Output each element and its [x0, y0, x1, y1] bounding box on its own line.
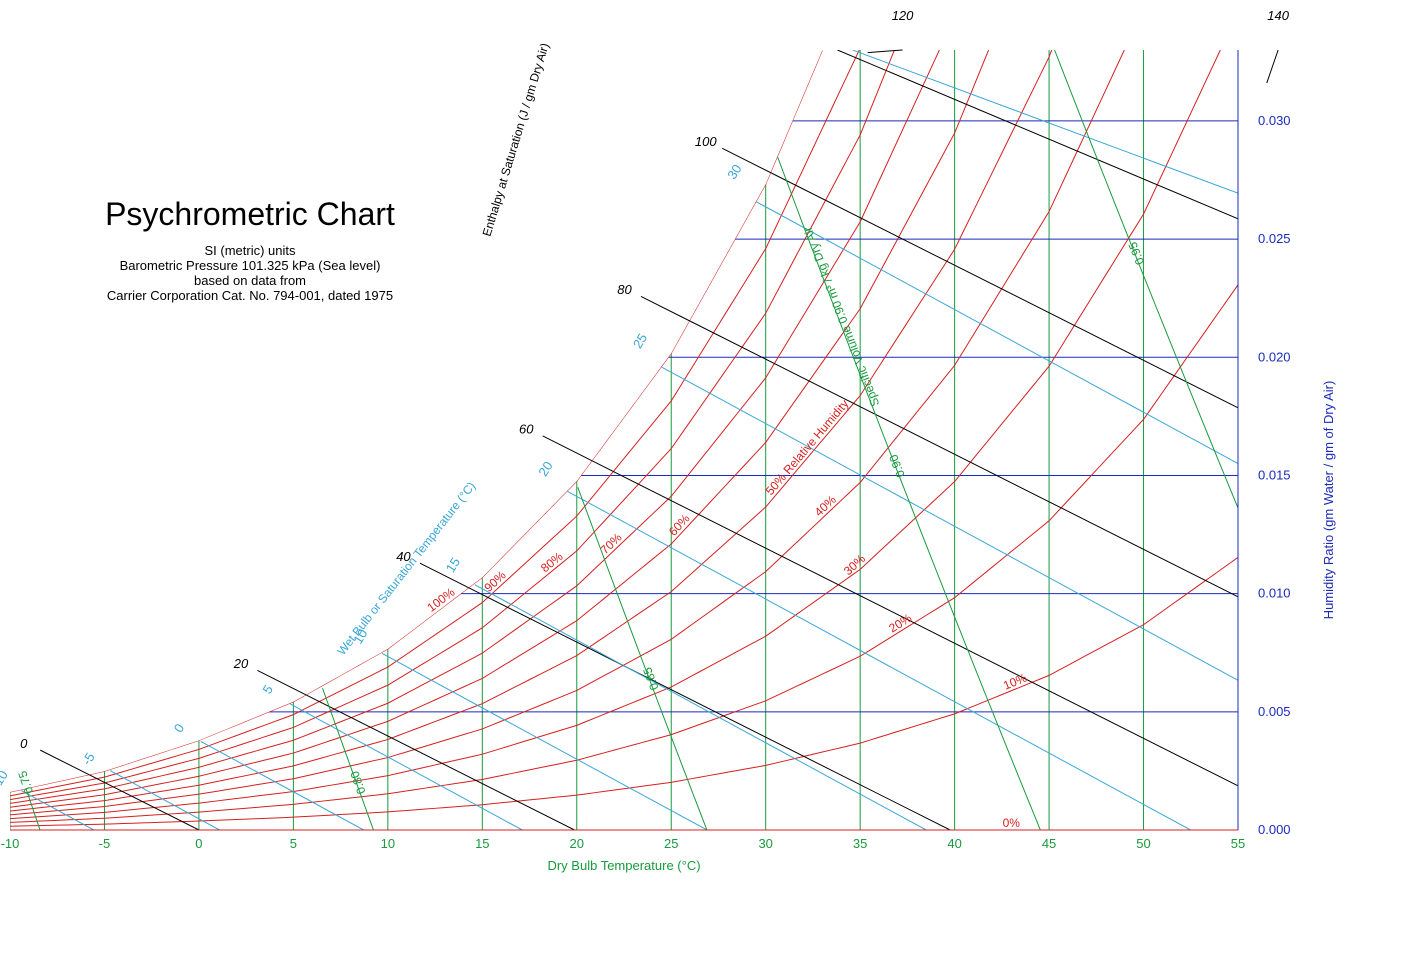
enthalpy-line-140 — [894, 30, 1238, 50]
humidity-tick: 0.005 — [1258, 704, 1291, 719]
chart-subtitle: based on data from — [194, 273, 306, 288]
drybulb-tick: 15 — [475, 836, 489, 851]
rh-line-70 — [10, 37, 945, 803]
chart-subtitle: Carrier Corporation Cat. No. 794-001, da… — [107, 288, 393, 303]
drybulb-tick: 50 — [1136, 836, 1150, 851]
drybulb-tick: 5 — [290, 836, 297, 851]
wetbulb-label-5: 5 — [260, 682, 277, 696]
enthalpy-line-80 — [690, 321, 1238, 597]
rh-line-30 — [10, 32, 1229, 818]
enthalpy-label-60: 60 — [519, 422, 534, 437]
wetbulb-label-30: 30 — [724, 162, 744, 182]
drybulb-tick: 20 — [570, 836, 584, 851]
drybulb-tick: 25 — [664, 836, 678, 851]
wetbulb-label-15: 15 — [443, 555, 463, 575]
specvol-line-0.85 — [578, 487, 707, 830]
wetbulb-line--5 — [110, 771, 219, 830]
humidity-tick: 0.020 — [1258, 349, 1291, 364]
x-axis-label: Dry Bulb Temperature (°C) — [547, 858, 700, 873]
drybulb-tick: 10 — [381, 836, 395, 851]
enthalpy-line-0 — [89, 775, 199, 830]
drybulb-tick: 0 — [195, 836, 202, 851]
rh-line-40 — [10, 29, 1134, 815]
drybulb-tick: 45 — [1042, 836, 1056, 851]
enthalpy-tick — [641, 296, 690, 321]
rh-label-30: 30% — [841, 551, 868, 578]
specvol-label-0.85: 0.85 — [640, 665, 661, 692]
enthalpy-label-20: 20 — [233, 656, 249, 671]
rh-line-60 — [10, 41, 992, 807]
enthalpy-label-140: 140 — [1267, 8, 1289, 23]
enthalpy-tick — [868, 50, 903, 53]
rh-line-90 — [10, 48, 860, 796]
wetbulb-label-25: 25 — [630, 331, 650, 351]
rh-line-50 — [10, 32, 1059, 811]
rh-label-50: 50% Relative Humidity — [763, 397, 852, 498]
wetbulb-label--5: -5 — [79, 750, 98, 768]
enthalpy-label-0: 0 — [20, 736, 28, 751]
drybulb-tick: 30 — [758, 836, 772, 851]
rh-label-40: 40% — [812, 492, 839, 519]
wetbulb-line-25 — [662, 367, 1238, 680]
enthalpy-label-100: 100 — [695, 134, 717, 149]
drybulb-tick: -5 — [99, 836, 111, 851]
humidity-tick: 0.025 — [1258, 231, 1291, 246]
chart-subtitle: SI (metric) units — [204, 243, 296, 258]
enthalpy-axis-label: Enthalpy at Saturation (J / gm Dry Air) — [480, 41, 552, 238]
wetbulb-line-35 — [853, 50, 1238, 193]
enthalpy-label-120: 120 — [892, 8, 914, 23]
specvol-label-0.8: 0.80 — [347, 769, 368, 796]
wetbulb-line-15 — [475, 585, 926, 830]
rh-label-0: 0% — [1003, 816, 1021, 830]
humidity-tick: 0.010 — [1258, 586, 1291, 601]
wetbulb-line-0 — [201, 741, 364, 830]
drybulb-tick: 35 — [853, 836, 867, 851]
wetbulb-label-20: 20 — [535, 459, 555, 479]
drybulb-tick: -10 — [1, 836, 20, 851]
drybulb-tick: 40 — [947, 836, 961, 851]
enthalpy-tick — [1267, 50, 1278, 83]
wetbulb-label-0: 0 — [171, 721, 188, 735]
enthalpy-line-60 — [592, 461, 1238, 786]
enthalpy-label-80: 80 — [617, 282, 632, 297]
drybulb-tick: 55 — [1231, 836, 1245, 851]
humidity-tick: 0.015 — [1258, 467, 1291, 482]
rh-line-20 — [10, 285, 1238, 823]
rh-label-60: 60% — [666, 511, 693, 538]
wetbulb-line-20 — [567, 491, 1190, 830]
enthalpy-tick — [543, 436, 592, 461]
specvol-line-0.8 — [323, 688, 374, 830]
y-axis-label: Humidity Ratio (gm Water / gm of Dry Air… — [1321, 381, 1336, 620]
specvol-label-0.75: 0.75 — [15, 769, 36, 796]
chart-subtitle: Barometric Pressure 101.325 kPa (Sea lev… — [120, 258, 381, 273]
enthalpy-line-120 — [837, 50, 1238, 219]
enthalpy-line-40 — [469, 588, 950, 830]
enthalpy-line-20 — [307, 695, 575, 830]
enthalpy-line-100 — [771, 173, 1238, 408]
humidity-tick: 0.030 — [1258, 113, 1291, 128]
rh-line-80 — [10, 41, 898, 799]
wetbulb-line-5 — [290, 704, 523, 830]
chart-title: Psychrometric Chart — [105, 196, 395, 232]
humidity-tick: 0.000 — [1258, 822, 1291, 837]
wetbulb-label--10: -10 — [0, 768, 11, 792]
